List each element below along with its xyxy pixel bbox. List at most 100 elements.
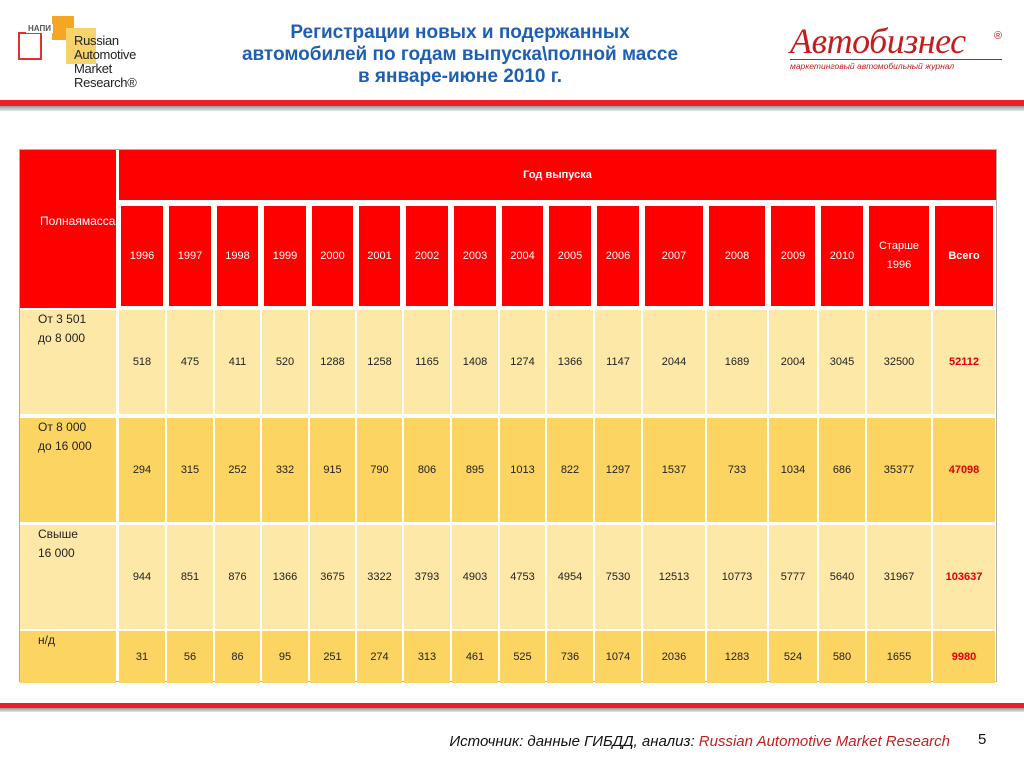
source-prefix: Источник: данные ГИБДД, анализ: bbox=[449, 733, 699, 750]
table-cell: 12513 bbox=[643, 525, 705, 629]
table-cell: 294 bbox=[119, 418, 165, 522]
table-cell: 1288 bbox=[310, 310, 355, 414]
table-cell: 315 bbox=[167, 418, 213, 522]
row-total-cell: 52112 bbox=[933, 310, 995, 414]
corner-header: Полная масса bbox=[20, 150, 116, 308]
table-cell: 32500 bbox=[867, 310, 931, 414]
table-cell: 31967 bbox=[867, 525, 931, 629]
column-header: 2001 bbox=[357, 204, 402, 308]
title-line: Регистрации новых и подержанных bbox=[290, 22, 630, 43]
column-header: 2007 bbox=[643, 204, 705, 308]
logo-text: Russian Automotive Market Research® bbox=[74, 34, 137, 90]
table-cell: 915 bbox=[310, 418, 355, 522]
avtobiznes-logo: Автобизнес ® маркетинговый автомобильный… bbox=[790, 22, 1010, 72]
page-number: 5 bbox=[978, 731, 987, 748]
column-header: 1999 bbox=[262, 204, 308, 308]
column-header: 1996 bbox=[119, 204, 165, 308]
footer-band-shadow bbox=[0, 708, 1024, 712]
group-header: Год выпуска bbox=[119, 150, 996, 200]
table-cell: 822 bbox=[547, 418, 593, 522]
column-header: 2006 bbox=[595, 204, 641, 308]
header-band bbox=[0, 100, 1024, 106]
table-cell: 520 bbox=[262, 310, 308, 414]
column-header: 2004 bbox=[500, 204, 545, 308]
row-label-line: до 8 000 bbox=[38, 331, 86, 345]
table-cell: 35377 bbox=[867, 418, 931, 522]
table-cell: 2044 bbox=[643, 310, 705, 414]
table-cell: 274 bbox=[357, 631, 402, 683]
row-label-line: Свыше bbox=[38, 527, 78, 541]
table-cell: 4954 bbox=[547, 525, 593, 629]
table-cell: 1366 bbox=[262, 525, 308, 629]
source-highlight: Russian Automotive Market Research bbox=[698, 733, 950, 750]
column-header: 2010 bbox=[819, 204, 865, 308]
table-cell: 876 bbox=[215, 525, 260, 629]
table-cell: 251 bbox=[310, 631, 355, 683]
table-cell: 525 bbox=[500, 631, 545, 683]
table-cell: 1283 bbox=[707, 631, 767, 683]
brand-name: Автобизнес bbox=[790, 21, 966, 61]
slide-title: Регистрации новых и подержанных автомоби… bbox=[180, 22, 740, 88]
column-header: 2005 bbox=[547, 204, 593, 308]
table-cell: 3322 bbox=[357, 525, 402, 629]
row-total-cell: 9980 bbox=[933, 631, 995, 683]
row-label-line: до 16 000 bbox=[38, 439, 92, 453]
table-cell: 31 bbox=[119, 631, 165, 683]
row-header: Свыше 16 000 bbox=[20, 525, 116, 629]
column-header: Старше 1996 bbox=[867, 204, 931, 308]
table-cell: 313 bbox=[404, 631, 450, 683]
table-cell: 1034 bbox=[769, 418, 817, 522]
footer-band bbox=[0, 703, 1024, 708]
logo-line: Automotive bbox=[74, 47, 137, 62]
table-cell: 1147 bbox=[595, 310, 641, 414]
table-cell: 3793 bbox=[404, 525, 450, 629]
table-cell: 518 bbox=[119, 310, 165, 414]
table-cell: 1366 bbox=[547, 310, 593, 414]
table-cell: 10773 bbox=[707, 525, 767, 629]
table-cell: 1537 bbox=[643, 418, 705, 522]
logo-square-yellow bbox=[66, 28, 96, 64]
column-header: 1997 bbox=[167, 204, 213, 308]
row-total-cell: 103637 bbox=[933, 525, 995, 629]
table-cell: 733 bbox=[707, 418, 767, 522]
table-cell: 1689 bbox=[707, 310, 767, 414]
registered-mark: ® bbox=[994, 30, 1003, 42]
column-header: 2008 bbox=[707, 204, 767, 308]
rmr-logo: НАПИ Russian Automotive Market Research® bbox=[18, 14, 148, 96]
table-cell: 95 bbox=[262, 631, 308, 683]
table-cell: 1074 bbox=[595, 631, 641, 683]
table-cell: 806 bbox=[404, 418, 450, 522]
table-cell: 5777 bbox=[769, 525, 817, 629]
table-cell: 4753 bbox=[500, 525, 545, 629]
table-cell: 3045 bbox=[819, 310, 865, 414]
column-header: 2002 bbox=[404, 204, 450, 308]
table-cell: 895 bbox=[452, 418, 498, 522]
row-header: н/д bbox=[20, 631, 116, 683]
table-cell: 686 bbox=[819, 418, 865, 522]
source-note: Источник: данные ГИБДД, анализ: Russian … bbox=[300, 733, 950, 750]
table-cell: 332 bbox=[262, 418, 308, 522]
table-cell: 411 bbox=[215, 310, 260, 414]
corner-label-line: Полная bbox=[40, 214, 82, 228]
table-cell: 944 bbox=[119, 525, 165, 629]
table-cell: 1258 bbox=[357, 310, 402, 414]
logo-line: Russian bbox=[74, 33, 119, 48]
table-cell: 524 bbox=[769, 631, 817, 683]
table-cell: 1655 bbox=[867, 631, 931, 683]
corner-label-line: масса bbox=[81, 214, 116, 228]
brand-tagline: маркетинговый автомобильный журнал bbox=[790, 59, 1002, 71]
logo-badge: НАПИ bbox=[26, 24, 53, 33]
row-total-cell: 47098 bbox=[933, 418, 995, 522]
table-cell: 736 bbox=[547, 631, 593, 683]
table-cell: 461 bbox=[452, 631, 498, 683]
logo-square-red bbox=[18, 32, 42, 60]
row-label-line: От 3 501 bbox=[38, 312, 87, 326]
table-cell: 252 bbox=[215, 418, 260, 522]
column-header: 1998 bbox=[215, 204, 260, 308]
column-header: 2000 bbox=[310, 204, 355, 308]
table-cell: 790 bbox=[357, 418, 402, 522]
table-cell: 1408 bbox=[452, 310, 498, 414]
table-cell: 5640 bbox=[819, 525, 865, 629]
table-cell: 851 bbox=[167, 525, 213, 629]
table-cell: 580 bbox=[819, 631, 865, 683]
